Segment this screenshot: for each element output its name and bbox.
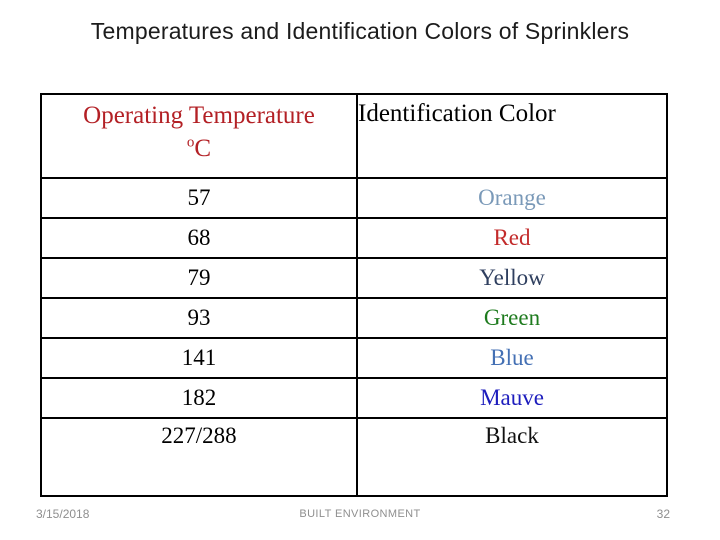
table-row: 57 Orange <box>40 177 668 219</box>
temperature-cell: 182 <box>40 377 358 419</box>
temperature-cell: 93 <box>40 297 358 339</box>
color-cell: Black <box>356 417 668 497</box>
celsius-unit: C <box>194 134 212 162</box>
color-cell: Red <box>356 217 668 259</box>
header-operating-temperature: Operating Temperature oC <box>40 93 358 179</box>
temperature-cell: 57 <box>40 177 358 219</box>
table-row: 93 Green <box>40 297 668 339</box>
color-cell: Orange <box>356 177 668 219</box>
table-row: 68 Red <box>40 217 668 259</box>
header-col1-line1: Operating Temperature <box>83 102 315 129</box>
temperature-cell: 68 <box>40 217 358 259</box>
temperature-cell: 79 <box>40 257 358 299</box>
footer-date: 3/15/2018 <box>36 507 90 521</box>
table-row: 79 Yellow <box>40 257 668 299</box>
color-cell: Yellow <box>356 257 668 299</box>
header-identification-color: Identification Color <box>356 93 668 179</box>
table-row: 227/288 Black <box>40 417 668 497</box>
color-cell: Mauve <box>356 377 668 419</box>
color-cell: Blue <box>356 337 668 379</box>
slide-title: Temperatures and Identification Colors o… <box>90 18 630 44</box>
table-header-row: Operating Temperature oC Identification … <box>40 93 668 179</box>
degree-superscript: o <box>186 134 195 151</box>
color-cell: Green <box>356 297 668 339</box>
table-row: 182 Mauve <box>40 377 668 419</box>
temperature-cell: 227/288 <box>40 417 358 497</box>
footer-center-text: BUILT ENVIRONMENT <box>299 508 421 520</box>
sprinkler-color-table: Operating Temperature oC Identification … <box>40 93 668 497</box>
footer-page-number: 32 <box>656 507 670 521</box>
table-row: 141 Blue <box>40 337 668 379</box>
temperature-cell: 141 <box>40 337 358 379</box>
